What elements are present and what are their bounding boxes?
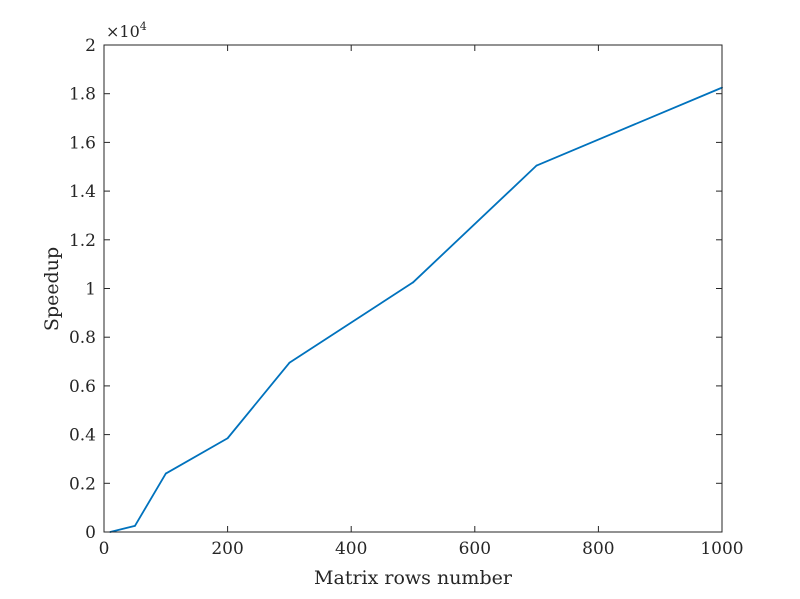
data-point <box>134 525 136 527</box>
y-tick-label: 1.4 <box>69 182 96 202</box>
x-tick-label: 800 <box>582 539 614 559</box>
x-tick-label: 200 <box>211 539 243 559</box>
y-axis-label: Speedup <box>41 247 63 331</box>
y-tick-label: 0.6 <box>69 377 96 397</box>
y-tick-label: 0 <box>85 523 96 543</box>
data-point <box>412 281 414 284</box>
x-tick-label: 0 <box>99 539 110 559</box>
y-tick-label: 0.4 <box>69 426 96 446</box>
y-multiplier-exponent: 4 <box>140 20 147 33</box>
data-point <box>164 472 167 475</box>
x-tick-label: 1000 <box>700 539 743 559</box>
y-axis-multiplier: ×104 <box>106 20 147 41</box>
plot-frame <box>103 44 723 533</box>
y-tick-label: 2 <box>85 36 96 56</box>
plot-area <box>104 45 722 532</box>
y-tick-label: 1.8 <box>69 85 96 105</box>
y-multiplier-base: ×10 <box>106 22 140 41</box>
y-tick-label: 1 <box>85 280 96 300</box>
data-point <box>535 164 538 167</box>
tick-labels: 0 200 400 600 800 1000 0 0.2 0.4 0.6 0.8 1 1.2 1.4 1.6… <box>69 36 744 559</box>
series-line-0 <box>109 86 723 533</box>
y-tick-label: 1.2 <box>69 231 96 251</box>
x-tick-label: 400 <box>335 539 367 559</box>
data-point <box>288 361 291 364</box>
x-tick-label: 600 <box>459 539 491 559</box>
data-point <box>226 437 229 440</box>
y-tick-label: 0.8 <box>69 328 96 348</box>
y-tick-label: 0.2 <box>69 474 96 494</box>
y-tick-label: 1.6 <box>69 133 96 153</box>
x-axis-label: Matrix rows number <box>314 567 513 589</box>
